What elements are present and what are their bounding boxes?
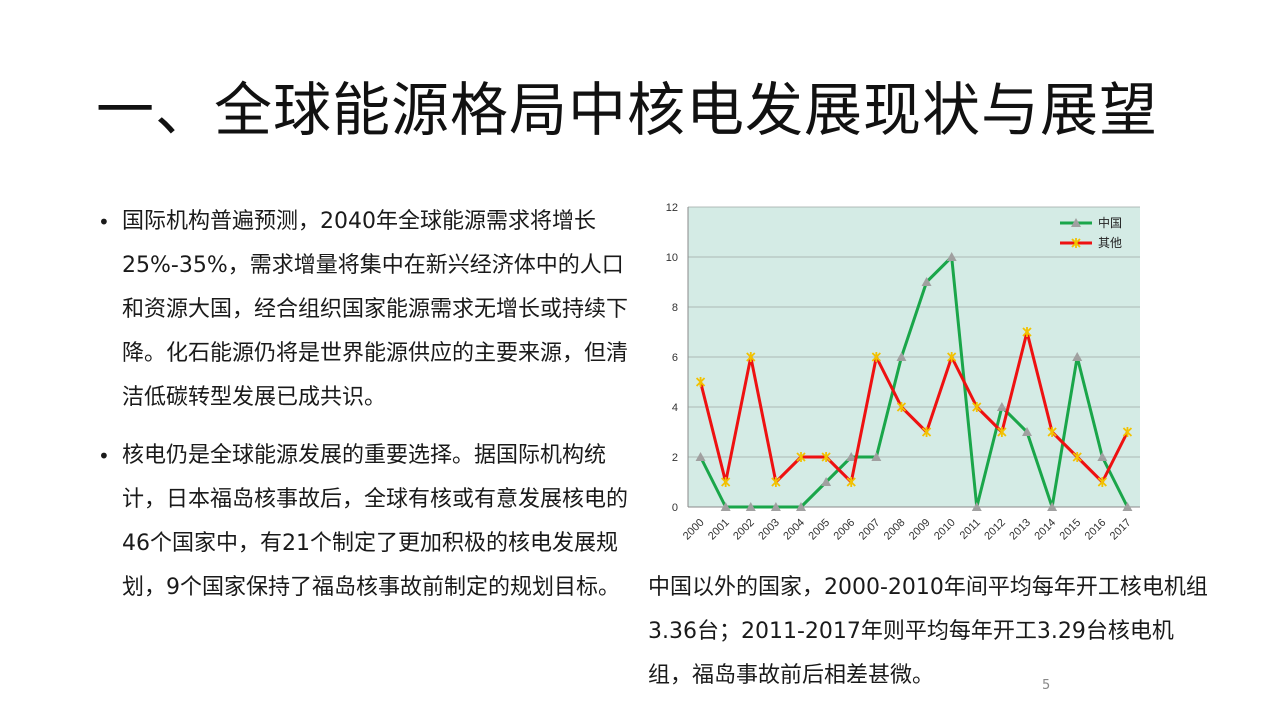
x-tick-label: 2015 (1058, 517, 1084, 543)
x-tick-label: 2008 (882, 517, 908, 543)
data-point (720, 502, 731, 511)
data-point (996, 402, 1007, 411)
data-point (846, 477, 856, 487)
data-point (1072, 352, 1083, 361)
data-point (1047, 427, 1057, 437)
x-tick-label: 2011 (958, 517, 983, 542)
y-tick-label: 2 (672, 452, 678, 464)
bullet-dot-icon: • (98, 444, 110, 468)
x-tick-label: 2002 (731, 517, 757, 543)
data-point (721, 477, 731, 487)
data-point (1097, 452, 1108, 461)
x-tick-label: 2009 (907, 517, 933, 543)
data-point (1097, 477, 1107, 487)
x-tick-label: 2012 (982, 517, 1008, 543)
data-point (846, 452, 857, 461)
x-tick-label: 2005 (806, 517, 832, 543)
x-tick-label: 2003 (756, 517, 782, 543)
x-tick-label: 2010 (932, 517, 958, 543)
x-tick-label: 2007 (857, 517, 883, 543)
data-point (745, 502, 756, 511)
data-point (1047, 502, 1058, 511)
legend-marker (1071, 238, 1081, 248)
data-point (770, 502, 781, 511)
legend-label: 中国 (1098, 215, 1122, 230)
data-point (896, 352, 907, 361)
bullet-text: 国际机构普遍预测，2040年全球能源需求将增长25%-35%，需求增量将集中在新… (122, 209, 629, 410)
data-point (1122, 427, 1133, 437)
data-point (1072, 452, 1082, 462)
data-point (1022, 327, 1032, 337)
data-point (972, 402, 982, 412)
data-point (695, 452, 706, 461)
legend-label: 其他 (1098, 236, 1122, 250)
y-tick-label: 0 (672, 502, 678, 514)
data-point (871, 352, 881, 362)
series-line (699, 255, 1129, 509)
data-point (896, 402, 907, 412)
data-point (771, 477, 781, 487)
data-point (1022, 427, 1032, 436)
y-tick-label: 4 (672, 402, 678, 414)
y-tick-label: 10 (666, 252, 678, 264)
x-tick-label: 2013 (1007, 517, 1033, 543)
bullet-list: • 国际机构普遍预测，2040年全球能源需求将增长25%-35%，需求增量将集中… (96, 200, 636, 624)
x-tick-label: 2004 (781, 517, 807, 543)
data-point (871, 452, 882, 461)
data-point (746, 352, 756, 362)
bullet-text: 核电仍是全球能源发展的重要选择。据国际机构统计，日本福岛核事故后，全球有核或有意… (122, 443, 629, 600)
data-point (921, 427, 932, 437)
data-point (921, 277, 932, 286)
bullet-item: • 国际机构普遍预测，2040年全球能源需求将增长25%-35%，需求增量将集中… (96, 200, 636, 420)
x-tick-label: 2014 (1032, 517, 1058, 543)
x-tick-label: 2000 (681, 517, 707, 543)
bullet-item: • 核电仍是全球能源发展的重要选择。据国际机构统计，日本福岛核事故后，全球有核或… (96, 434, 636, 610)
y-tick-label: 6 (672, 352, 678, 364)
data-point (997, 427, 1007, 437)
data-point (796, 502, 806, 511)
series-line (699, 330, 1129, 484)
x-tick-label: 2006 (832, 517, 858, 543)
x-tick-label: 2016 (1083, 517, 1109, 543)
y-tick-label: 12 (666, 202, 678, 214)
page-number: 5 (1042, 678, 1051, 693)
y-tick-label: 8 (672, 302, 678, 314)
data-point (821, 452, 831, 462)
legend-marker (1071, 218, 1081, 227)
data-point (947, 352, 957, 362)
data-point (971, 502, 982, 511)
data-point (1122, 502, 1133, 511)
data-point (796, 452, 806, 462)
bullet-dot-icon: • (98, 210, 110, 234)
slide-title: 一、全球能源格局中核电发展现状与展望 (96, 76, 1159, 144)
data-point (695, 377, 706, 387)
data-point (821, 477, 832, 486)
chart: 0 2 4 6 8 10 12 2000 2001 2002 2003 2004 2005 2006 200… (650, 195, 1150, 565)
x-tick-label: 2017 (1108, 517, 1134, 543)
x-tick-label: 2001 (706, 517, 732, 543)
data-point (946, 252, 957, 261)
chart-caption: 中国以外的国家，2000-2010年间平均每年开工核电机组3.36台；2011-… (648, 575, 1208, 688)
